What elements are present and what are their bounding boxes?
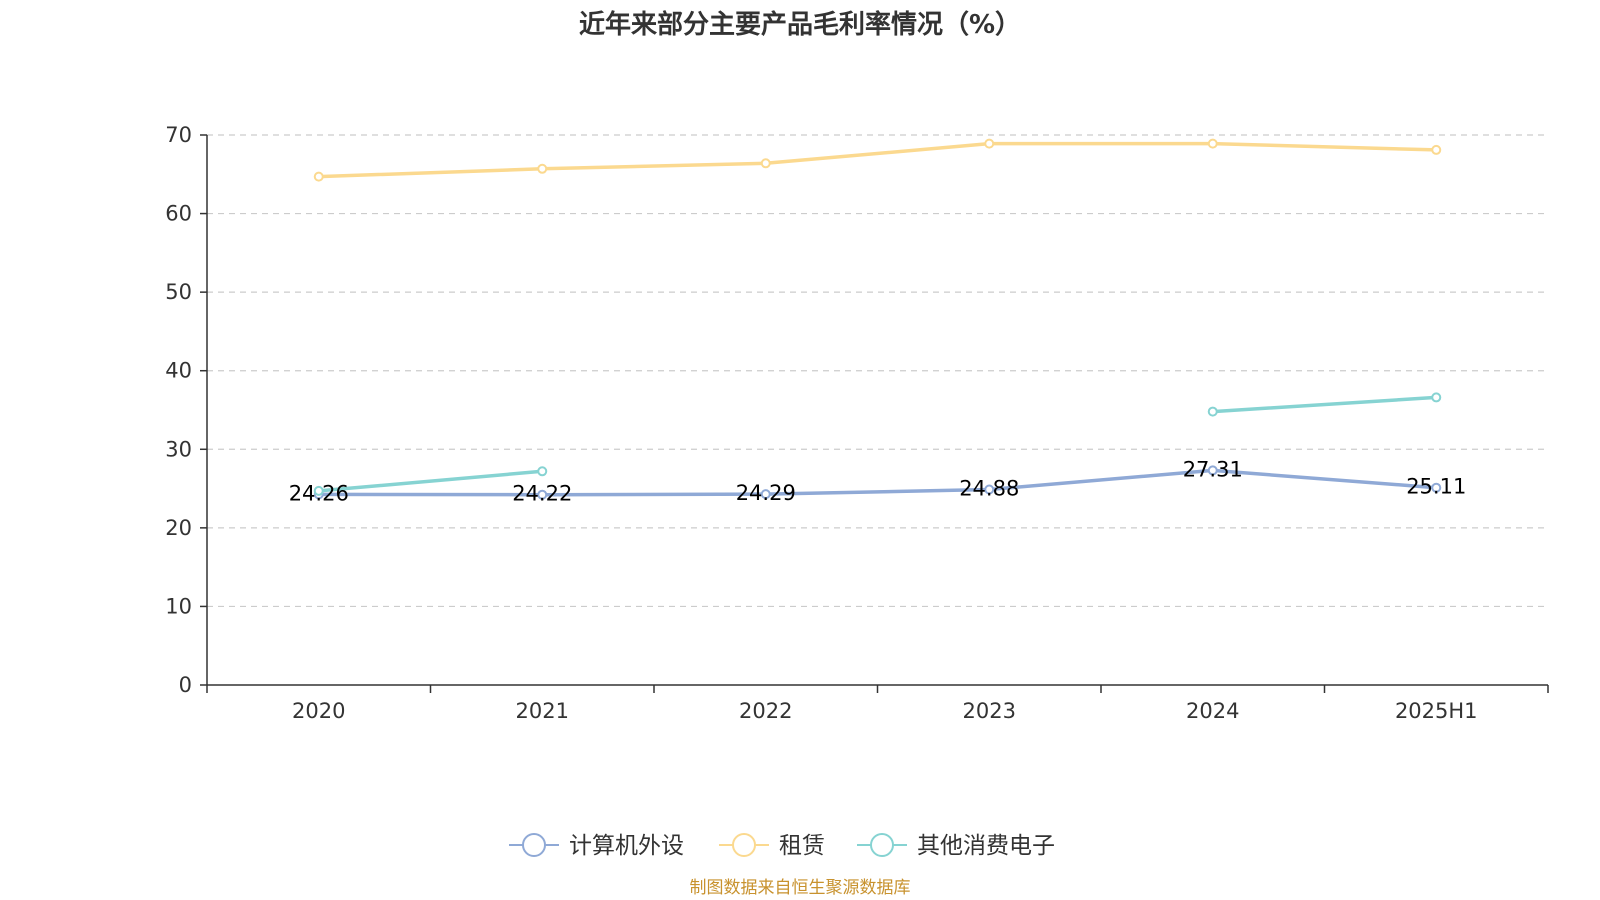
- data-point: [760, 489, 771, 500]
- legend-label: 其他消费电子: [917, 833, 1055, 859]
- axes: 0 10 20 30 40 50 60 70 2020 2021 2022 2023 2024 2025H…: [165, 123, 1549, 723]
- data-label: 27.31: [1183, 457, 1243, 481]
- y-tick-label: 30: [165, 437, 192, 461]
- data-point: [1207, 406, 1218, 417]
- data-point: [313, 171, 324, 182]
- data-point: [313, 485, 324, 496]
- series-line: [317, 468, 1438, 497]
- x-tick-label: 2021: [516, 699, 569, 723]
- data-point: [537, 466, 548, 477]
- legend[interactable]: 计算机外设 租赁 其他消费电子: [509, 833, 1055, 859]
- y-tick-label: 0: [179, 673, 192, 697]
- data-label: 24.22: [512, 482, 572, 506]
- y-tick-label: 20: [165, 516, 192, 540]
- legend-item-1[interactable]: 租赁: [719, 833, 825, 859]
- legend-label: 租赁: [779, 833, 825, 859]
- x-tick-label: 2023: [963, 699, 1016, 723]
- legend-label: 计算机外设: [569, 833, 684, 859]
- data-label: 24.29: [736, 481, 796, 505]
- data-point: [984, 138, 995, 149]
- data-point: [537, 489, 548, 500]
- series-lines: [313, 138, 1442, 500]
- series-line: [317, 469, 544, 493]
- legend-marker: [870, 833, 894, 857]
- data-labels: 24.26 24.22 24.29 24.88 27.31 25.11: [289, 457, 1467, 505]
- y-tick-label: 10: [165, 594, 192, 618]
- x-tick-label: 2020: [292, 699, 345, 723]
- data-point: [760, 158, 771, 169]
- series-line: [1211, 395, 1438, 414]
- data-point: [1431, 482, 1442, 493]
- grid-lines: [207, 134, 1548, 608]
- legend-item-2[interactable]: 其他消费电子: [857, 833, 1055, 859]
- data-point: [984, 484, 995, 495]
- legend-marker: [732, 833, 756, 857]
- data-point: [1207, 465, 1218, 476]
- data-point: [1431, 144, 1442, 155]
- x-tick-label: 2025H1: [1395, 699, 1478, 723]
- legend-item-0[interactable]: 计算机外设: [509, 833, 684, 859]
- y-tick-label: 70: [165, 123, 192, 147]
- data-point: [1207, 138, 1218, 149]
- data-label: 25.11: [1406, 475, 1466, 499]
- y-tick-label: 60: [165, 202, 192, 226]
- series-2: [313, 392, 1442, 496]
- chart-title: 近年来部分主要产品毛利率情况（%）: [579, 9, 1021, 40]
- y-tick-label: 50: [165, 280, 192, 304]
- series-0: [313, 465, 1442, 500]
- series-line: [317, 141, 1438, 179]
- source-note: 制图数据来自恒生聚源数据库: [690, 878, 911, 898]
- data-point: [537, 163, 548, 174]
- data-label: 24.88: [959, 477, 1019, 501]
- y-tick-label: 40: [165, 359, 192, 383]
- x-tick-label: 2024: [1186, 699, 1239, 723]
- x-tick-label: 2022: [739, 699, 792, 723]
- data-point: [1431, 392, 1442, 403]
- legend-marker: [522, 833, 546, 857]
- data-label: 24.26: [289, 481, 349, 505]
- series-1: [313, 138, 1442, 182]
